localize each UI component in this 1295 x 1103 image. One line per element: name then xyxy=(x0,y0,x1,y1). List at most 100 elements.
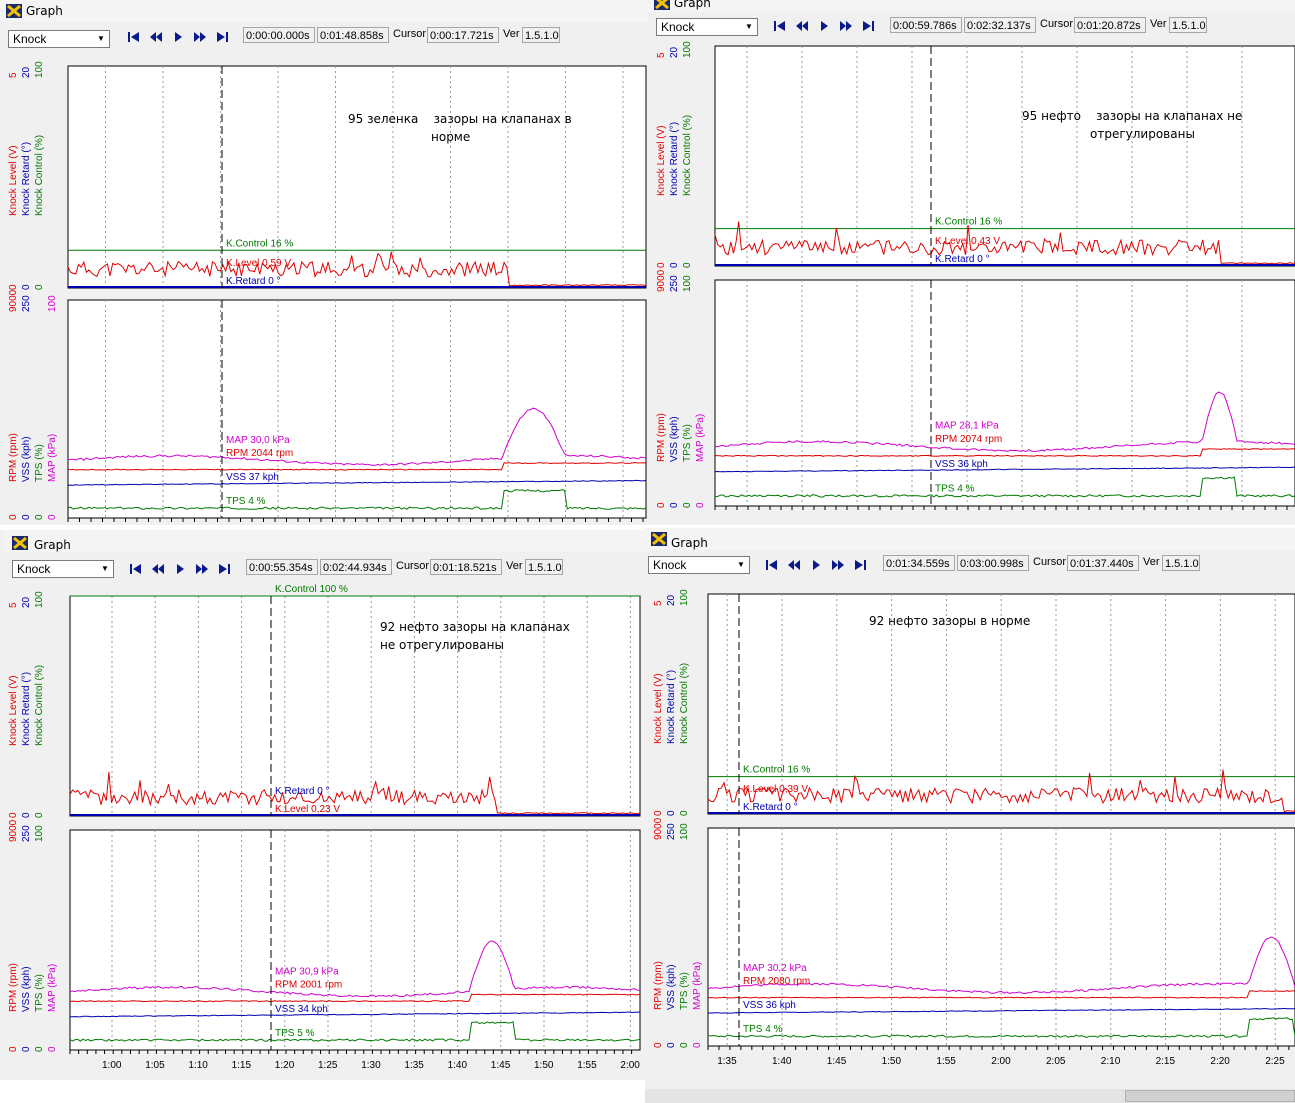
cursor-value-label: RPM 2044 rpm xyxy=(226,448,293,459)
graph-area[interactable]: Knock Level (V) 5 0 Knock Retard (°) 20 0 Knoc… xyxy=(0,580,645,1080)
last-button[interactable] xyxy=(858,18,878,34)
title-bar: Graph xyxy=(645,528,1295,550)
first-button[interactable] xyxy=(124,29,144,45)
time-tick-label: 1:40 xyxy=(448,1060,468,1071)
axis-min: 0 xyxy=(679,1042,690,1048)
axis-min: 0 xyxy=(8,514,19,520)
first-button[interactable] xyxy=(770,18,790,34)
app-icon xyxy=(654,0,670,10)
cursor-value-label: RPM 2080 rpm xyxy=(743,976,810,987)
first-button[interactable] xyxy=(126,561,146,577)
play-button[interactable] xyxy=(806,557,826,573)
graph-area[interactable]: Knock Level (V) 5 0 Knock Retard (°) 20 0 Knoc… xyxy=(0,48,648,525)
fast-forward-button[interactable] xyxy=(192,561,212,577)
axis-label: VSS (kph) xyxy=(21,966,32,1012)
start-time-field: 0:01:34.559s xyxy=(883,555,955,571)
chevron-down-icon[interactable]: ▼ xyxy=(737,560,745,569)
end-time-field: 0:02:32.137s xyxy=(964,17,1036,33)
axis-min: 0 xyxy=(653,1042,664,1048)
time-axis: 1:00 1:05 1:10 1:15 1:20 1:25 1:30 1:35 1:40 1:45… xyxy=(69,1050,640,1071)
version-field: 1.5.1.0 xyxy=(1169,17,1207,33)
graph-window-1: Graph Knock ▼ 0:00:00.000s 0:01:48.858s … xyxy=(0,0,648,525)
vss-trace xyxy=(67,479,647,486)
axis-min: 0 xyxy=(679,810,690,816)
note-line: зазоры на клапанах в xyxy=(433,112,572,126)
time-tick-label: 1:55 xyxy=(936,1056,956,1067)
axis-max: 100 xyxy=(34,825,45,842)
channel-select[interactable]: Knock ▼ xyxy=(656,18,758,36)
time-tick-label: 1:55 xyxy=(577,1060,597,1071)
skip-end-icon xyxy=(855,560,866,570)
rewind-button[interactable] xyxy=(146,29,166,45)
horizontal-scrollbar[interactable] xyxy=(645,1089,1295,1103)
fast-forward-button[interactable] xyxy=(190,29,210,45)
end-time-field: 0:03:00.998s xyxy=(957,555,1029,571)
axis-label: TPS (%) xyxy=(34,444,45,482)
axis-max: 250 xyxy=(666,823,677,840)
time-axis xyxy=(67,518,644,522)
version-label: Ver xyxy=(1150,18,1167,30)
axis-min: 0 xyxy=(34,1046,45,1052)
toolbar: Knock ▼ 0:00:55.354s 0:02:44.934s Cursor… xyxy=(4,556,645,582)
toolbar: Knock ▼ 0:00:00.000s 0:01:48.858s Cursor… xyxy=(0,22,648,48)
axis-label: Knock Control (%) xyxy=(34,665,45,746)
cursor-value-label: MAP 28,1 kPa xyxy=(935,420,999,431)
navigation-buttons xyxy=(762,557,870,573)
time-tick-label: 1:10 xyxy=(188,1060,208,1071)
first-button[interactable] xyxy=(762,557,782,573)
play-button[interactable] xyxy=(814,18,834,34)
start-time-field: 0:00:55.354s xyxy=(246,559,318,575)
version-field: 1.5.1.0 xyxy=(1162,555,1200,571)
axis-min: 0 xyxy=(21,1046,32,1052)
axis-label: Knock Retard (°) xyxy=(21,142,32,216)
plot-frame xyxy=(714,279,1295,507)
window-title: Graph xyxy=(674,0,711,10)
rewind-button[interactable] xyxy=(784,557,804,573)
axis-label: Knock Retard (°) xyxy=(669,122,680,196)
chevron-down-icon[interactable]: ▼ xyxy=(101,564,109,573)
chevron-down-icon[interactable]: ▼ xyxy=(97,34,105,43)
cursor-value-label: MAP 30,2 kPa xyxy=(743,963,807,974)
axis-min: 0 xyxy=(47,514,58,520)
axis-label: Knock Control (%) xyxy=(34,135,45,216)
cursor-value-label: TPS 4 % xyxy=(935,484,975,495)
fast-forward-button[interactable] xyxy=(828,557,848,573)
version-label: Ver xyxy=(506,560,523,572)
axis-label: VSS (kph) xyxy=(666,964,677,1010)
scrollbar-thumb[interactable] xyxy=(1125,1090,1295,1102)
channel-select[interactable]: Knock ▼ xyxy=(8,30,110,48)
knock-level-trace xyxy=(707,769,1295,813)
last-button[interactable] xyxy=(214,561,234,577)
axis-label: Knock Control (%) xyxy=(682,115,693,196)
channel-select[interactable]: Knock ▼ xyxy=(12,560,114,578)
graph-area[interactable]: Knock Level (V) 5 0 Knock Retard (°) 20 0 Knoc… xyxy=(645,578,1295,1103)
last-button[interactable] xyxy=(850,557,870,573)
skip-end-icon xyxy=(219,564,230,574)
chevron-down-icon[interactable]: ▼ xyxy=(745,22,753,31)
play-button[interactable] xyxy=(170,561,190,577)
app-icon xyxy=(12,536,28,550)
axis-max: 20 xyxy=(666,594,677,606)
end-time-field: 0:02:44.934s xyxy=(320,559,392,575)
axis-min: 0 xyxy=(34,284,45,290)
vss-trace xyxy=(70,1011,641,1018)
rewind-button[interactable] xyxy=(148,561,168,577)
axis-max: 250 xyxy=(21,295,32,312)
fast-forward-button[interactable] xyxy=(836,18,856,34)
tps-trace xyxy=(707,1017,1295,1038)
last-button[interactable] xyxy=(212,29,232,45)
time-tick-label: 2:00 xyxy=(620,1060,640,1071)
play-button[interactable] xyxy=(168,29,188,45)
channel-select[interactable]: Knock ▼ xyxy=(648,556,750,574)
window-title: Graph xyxy=(34,538,71,552)
navigation-buttons xyxy=(770,18,878,34)
rewind-button[interactable] xyxy=(792,18,812,34)
axis-max: 100 xyxy=(34,61,45,78)
time-tick-label: 1:40 xyxy=(772,1056,792,1067)
engine-panel: RPM (rpm) 9000 0 VSS (kph) 250 0 TPS (%) 0 MAP (… xyxy=(8,289,647,520)
navigation-buttons xyxy=(126,561,234,577)
graph-area[interactable]: Knock Level (V) 5 0 Knock Retard (°) 20 0 Knoc… xyxy=(648,38,1295,515)
graph-window-4: Graph Knock ▼ 0:01:34.559s 0:03:00.998s … xyxy=(645,528,1295,1103)
axis-label: Knock Retard (°) xyxy=(21,672,32,746)
axis-min: 0 xyxy=(669,502,680,508)
